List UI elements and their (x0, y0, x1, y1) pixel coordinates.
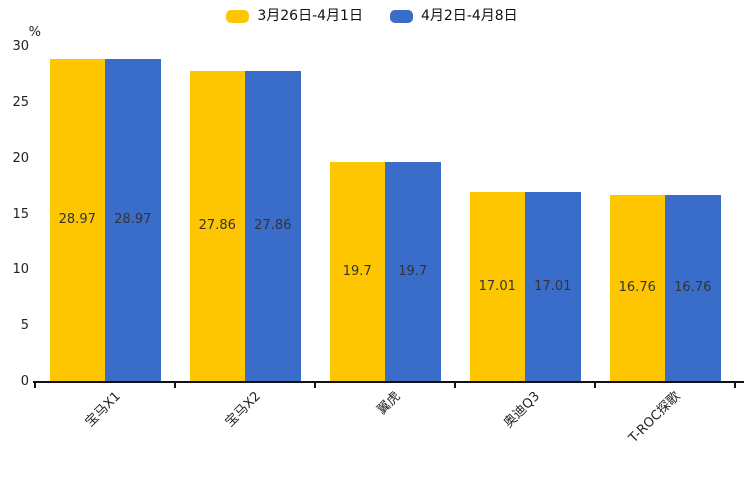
y-tick-label: 0 (20, 374, 29, 389)
bar (665, 194, 721, 382)
legend-item: 4月2日-4月8日 (389, 7, 518, 25)
legend-label: 4月2日-4月8日 (420, 8, 518, 24)
y-tick-label: 20 (12, 150, 29, 166)
y-axis-unit-label: % (28, 25, 41, 40)
bar-value-label: 19.7 (398, 264, 428, 279)
bar-value-label: 28.97 (114, 212, 152, 228)
y-tick-label: 10 (12, 262, 29, 278)
bar-value-label: 27.86 (198, 218, 236, 234)
bar (105, 58, 161, 382)
x-tick-mark (454, 383, 456, 388)
x-tick-label: 翼虎 (374, 389, 404, 419)
legend-swatch (389, 9, 413, 23)
bar (385, 162, 441, 382)
y-tick-label: 25 (12, 94, 29, 110)
y-tick-label: 15 (12, 206, 29, 222)
bar (49, 58, 105, 382)
bar-value-label: 17.01 (534, 279, 572, 295)
bar-value-label: 17.01 (478, 279, 516, 295)
bar (329, 162, 385, 382)
bar (189, 70, 245, 382)
x-tick-mark (174, 383, 176, 388)
bar-value-label: 27.86 (254, 218, 292, 234)
legend-item: 3月26日-4月1日 (226, 7, 363, 25)
bar (525, 192, 581, 382)
bar-value-label: 19.7 (342, 264, 372, 279)
x-tick-mark (594, 383, 596, 388)
legend-label: 3月26日-4月1日 (257, 8, 363, 24)
y-tick-label: 30 (12, 39, 29, 54)
bar (609, 194, 665, 382)
x-axis-line (33, 381, 744, 383)
y-tick-label: 5 (20, 318, 29, 334)
x-tick-label: 宝马X2 (222, 389, 264, 431)
bar (469, 192, 525, 382)
x-tick-label: 宝马X1 (82, 389, 124, 431)
bar-value-label: 16.76 (618, 280, 656, 296)
legend-swatch (226, 9, 250, 23)
x-tick-label: T-ROC探歌 (626, 389, 684, 447)
bar-value-label: 28.97 (58, 212, 96, 228)
x-tick-label: 奥迪Q3 (501, 389, 544, 432)
x-tick-mark (734, 383, 736, 388)
x-tick-mark (314, 383, 316, 388)
bar (245, 70, 301, 382)
x-tick-mark (34, 383, 36, 388)
bar-value-label: 16.76 (674, 280, 712, 296)
chart-legend: 3月26日-4月1日 4月2日-4月8日 (0, 7, 744, 25)
